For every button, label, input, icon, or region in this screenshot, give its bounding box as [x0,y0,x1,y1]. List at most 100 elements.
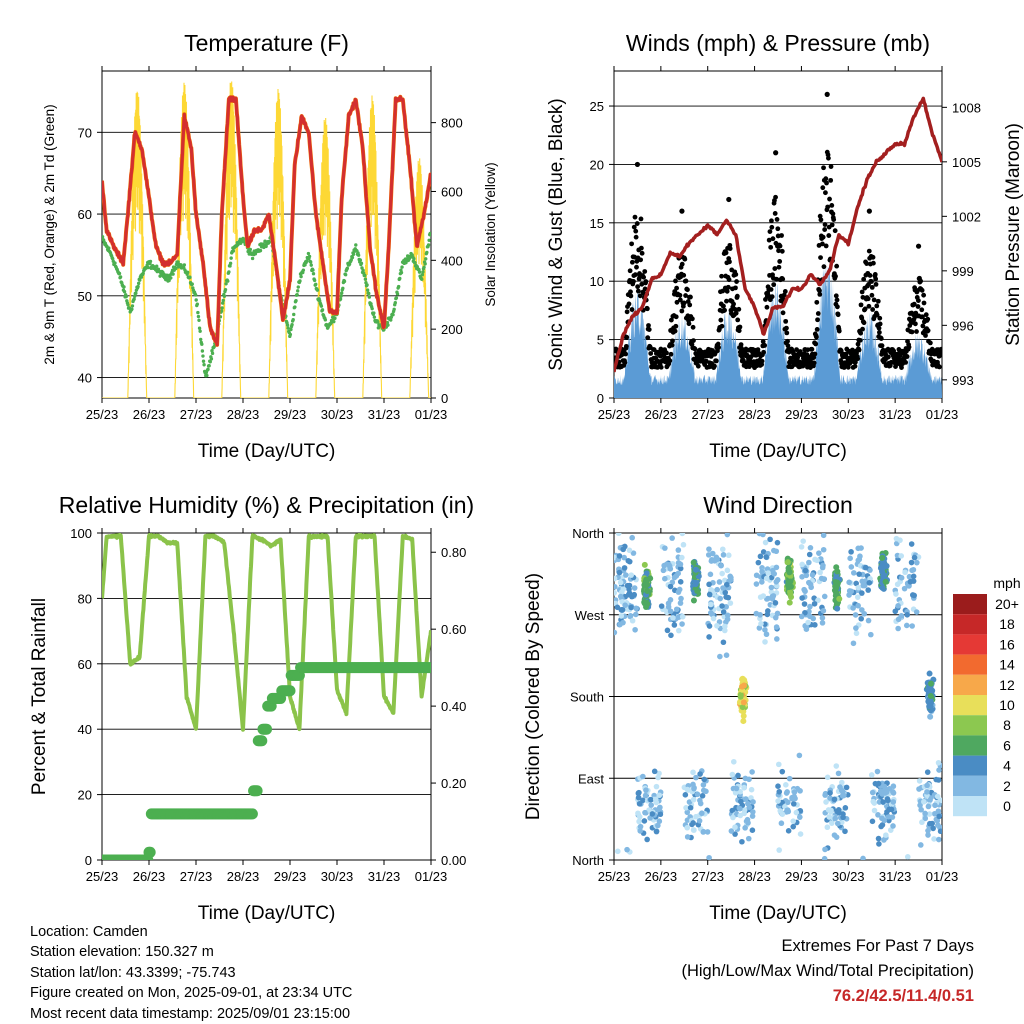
direction-point [847,555,853,562]
direction-point [749,769,755,775]
direction-point [802,609,808,616]
direction-point [768,584,775,591]
direction-point [722,623,728,630]
dewpoint-point [136,284,140,289]
dewpoint-point [293,305,297,309]
dewpoint-point [174,266,178,271]
direction-point [772,600,779,606]
gust-point [629,241,635,247]
direction-point [883,789,890,795]
direction-point [777,808,784,814]
gust-point [638,245,644,251]
direction-point [933,776,939,783]
gust-point [738,342,744,348]
gust-point [775,226,781,232]
dewpoint-point [201,354,205,358]
direction-point [895,625,901,632]
direction-point [717,595,724,602]
dewpoint-point [369,302,373,306]
direction-point [790,818,797,824]
gust-point [872,271,878,277]
gust-point [627,268,633,274]
direction-point [917,802,923,809]
x-tick-label: 28/23 [227,407,260,422]
dewpoint-point [356,253,361,257]
direction-point [832,579,839,586]
dewpoint-point [311,272,316,276]
direction-point [926,703,933,710]
dewpoint-point [162,272,166,277]
gust-point [769,294,775,300]
direction-point [874,768,881,775]
direction-point [722,589,729,596]
dewpoint-point [222,294,227,298]
direction-point [898,613,905,619]
direction-point [625,557,632,564]
x-tick-label: 31/23 [879,869,912,884]
x-tick-label: 28/23 [227,869,260,884]
dewpoint-point [404,260,408,265]
dewpoint-point [223,287,228,292]
plot-area [614,533,942,860]
dewpoint-point [393,300,397,305]
gust-point [925,328,931,333]
dewpoint-point [124,294,128,299]
direction-point [737,788,744,795]
direction-point [719,603,725,609]
direction-point [897,537,903,544]
direction-point [860,582,866,589]
gust-point [727,246,733,251]
direction-point [725,552,732,559]
direction-point [742,825,748,831]
direction-point [635,794,642,801]
gust-point [817,288,822,294]
direction-point [890,789,896,795]
direction-point [890,799,897,805]
gust-point [626,301,632,307]
y2-tick-label: 0.00 [441,853,466,868]
direction-point [644,588,651,595]
y-tick-label: 50 [78,289,92,304]
gust-point [855,341,861,347]
dewpoint-point [250,256,255,261]
direction-point [730,758,737,765]
gust-point [845,364,851,370]
legend-label: 20+ [995,596,1019,612]
direction-point [921,798,927,805]
direction-point [637,828,644,834]
gust-point [772,211,778,216]
gust-point [911,301,917,307]
gust-point [670,338,675,344]
direction-point [868,631,874,638]
x-tick-label: 25/23 [598,869,631,884]
gust-point [722,307,727,313]
direction-point [727,600,734,606]
gust-point [814,326,820,332]
direction-point [787,588,794,595]
gust-point [811,360,817,366]
gust-point [780,310,786,316]
dewpoint-point [359,261,364,266]
dewpoint-point [221,298,225,303]
gust-point [631,224,637,230]
direction-point [720,585,726,591]
direction-point [774,539,781,546]
direction-point [723,594,729,600]
direction-point [628,604,634,611]
direction-point [821,593,828,600]
gust-point [834,263,840,269]
y2-tick-label: 0.20 [441,776,466,791]
direction-point [724,612,731,619]
gust-point [812,351,818,357]
gust-point [785,343,791,349]
gust-point [822,227,828,232]
direction-point [786,599,793,606]
direction-point [790,823,797,830]
gust-point [862,306,868,312]
dewpoint-point [312,278,317,283]
direction-point [827,795,833,801]
gust-point [762,343,768,348]
gust-point [815,317,820,323]
dewpoint-point [333,316,337,320]
